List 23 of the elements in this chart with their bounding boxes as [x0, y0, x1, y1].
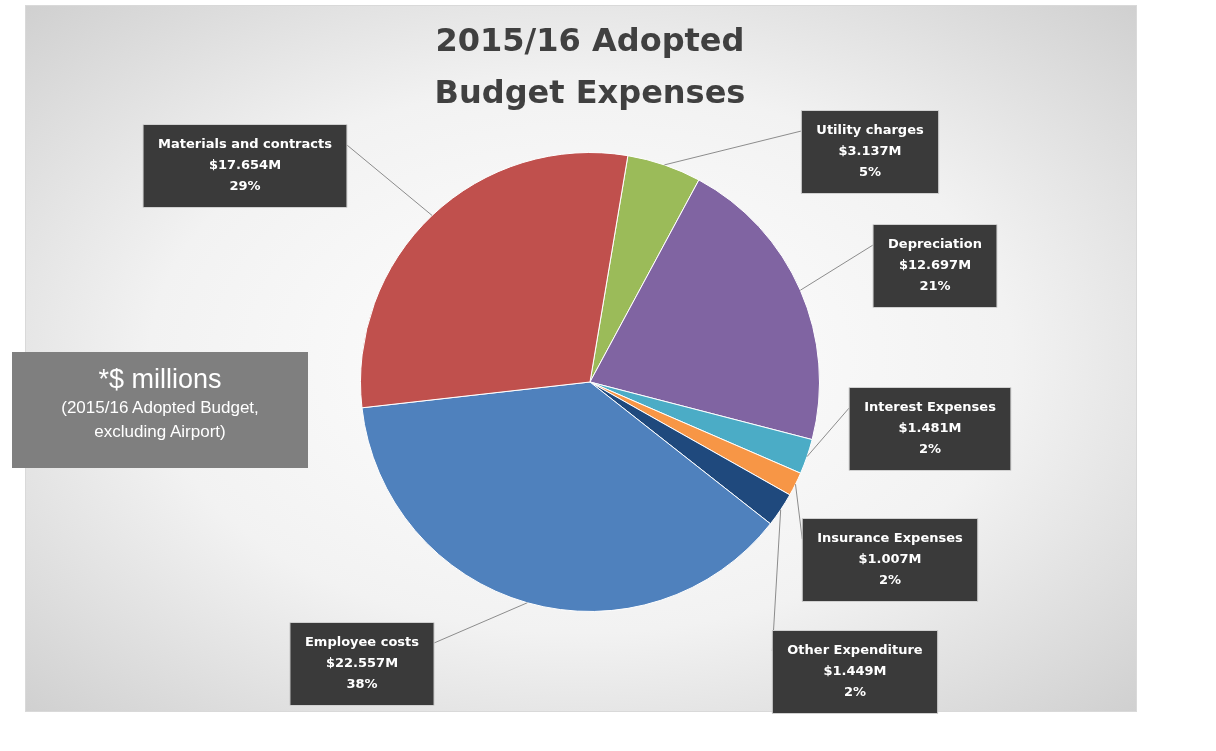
- data-label: $1.481M: [898, 420, 962, 436]
- text: 5%: [858, 164, 882, 180]
- text: 29%: [229, 178, 261, 194]
- text: 2%: [878, 572, 902, 588]
- slice-label: Depreciation: [888, 236, 982, 252]
- data-label: $1.007M: [858, 551, 922, 567]
- slice-label: Utility charges: [816, 122, 924, 138]
- data-label: $22.557M: [325, 655, 399, 671]
- text: 21%: [919, 278, 951, 294]
- text: *$ millions (2015/16 Adopted Budget, excluding Airport): [60, 363, 260, 443]
- chart-title: 2015/16 Adopted Budget Expenses: [433, 20, 747, 113]
- data-label: $12.697M: [898, 257, 972, 273]
- text: 2%: [843, 684, 867, 700]
- text: 2%: [918, 441, 942, 457]
- slice-label: Interest Expenses: [864, 399, 997, 415]
- data-label: $3.137M: [838, 143, 902, 159]
- slice-label: Insurance Expenses: [817, 530, 964, 546]
- slice-label: Materials and contracts: [158, 136, 333, 152]
- slice-label: Other Expenditure: [787, 642, 923, 658]
- slice-label: Employee costs: [304, 634, 420, 650]
- data-label: $17.654M: [208, 157, 282, 173]
- text: 38%: [346, 676, 378, 692]
- data-label: $1.449M: [823, 663, 887, 679]
